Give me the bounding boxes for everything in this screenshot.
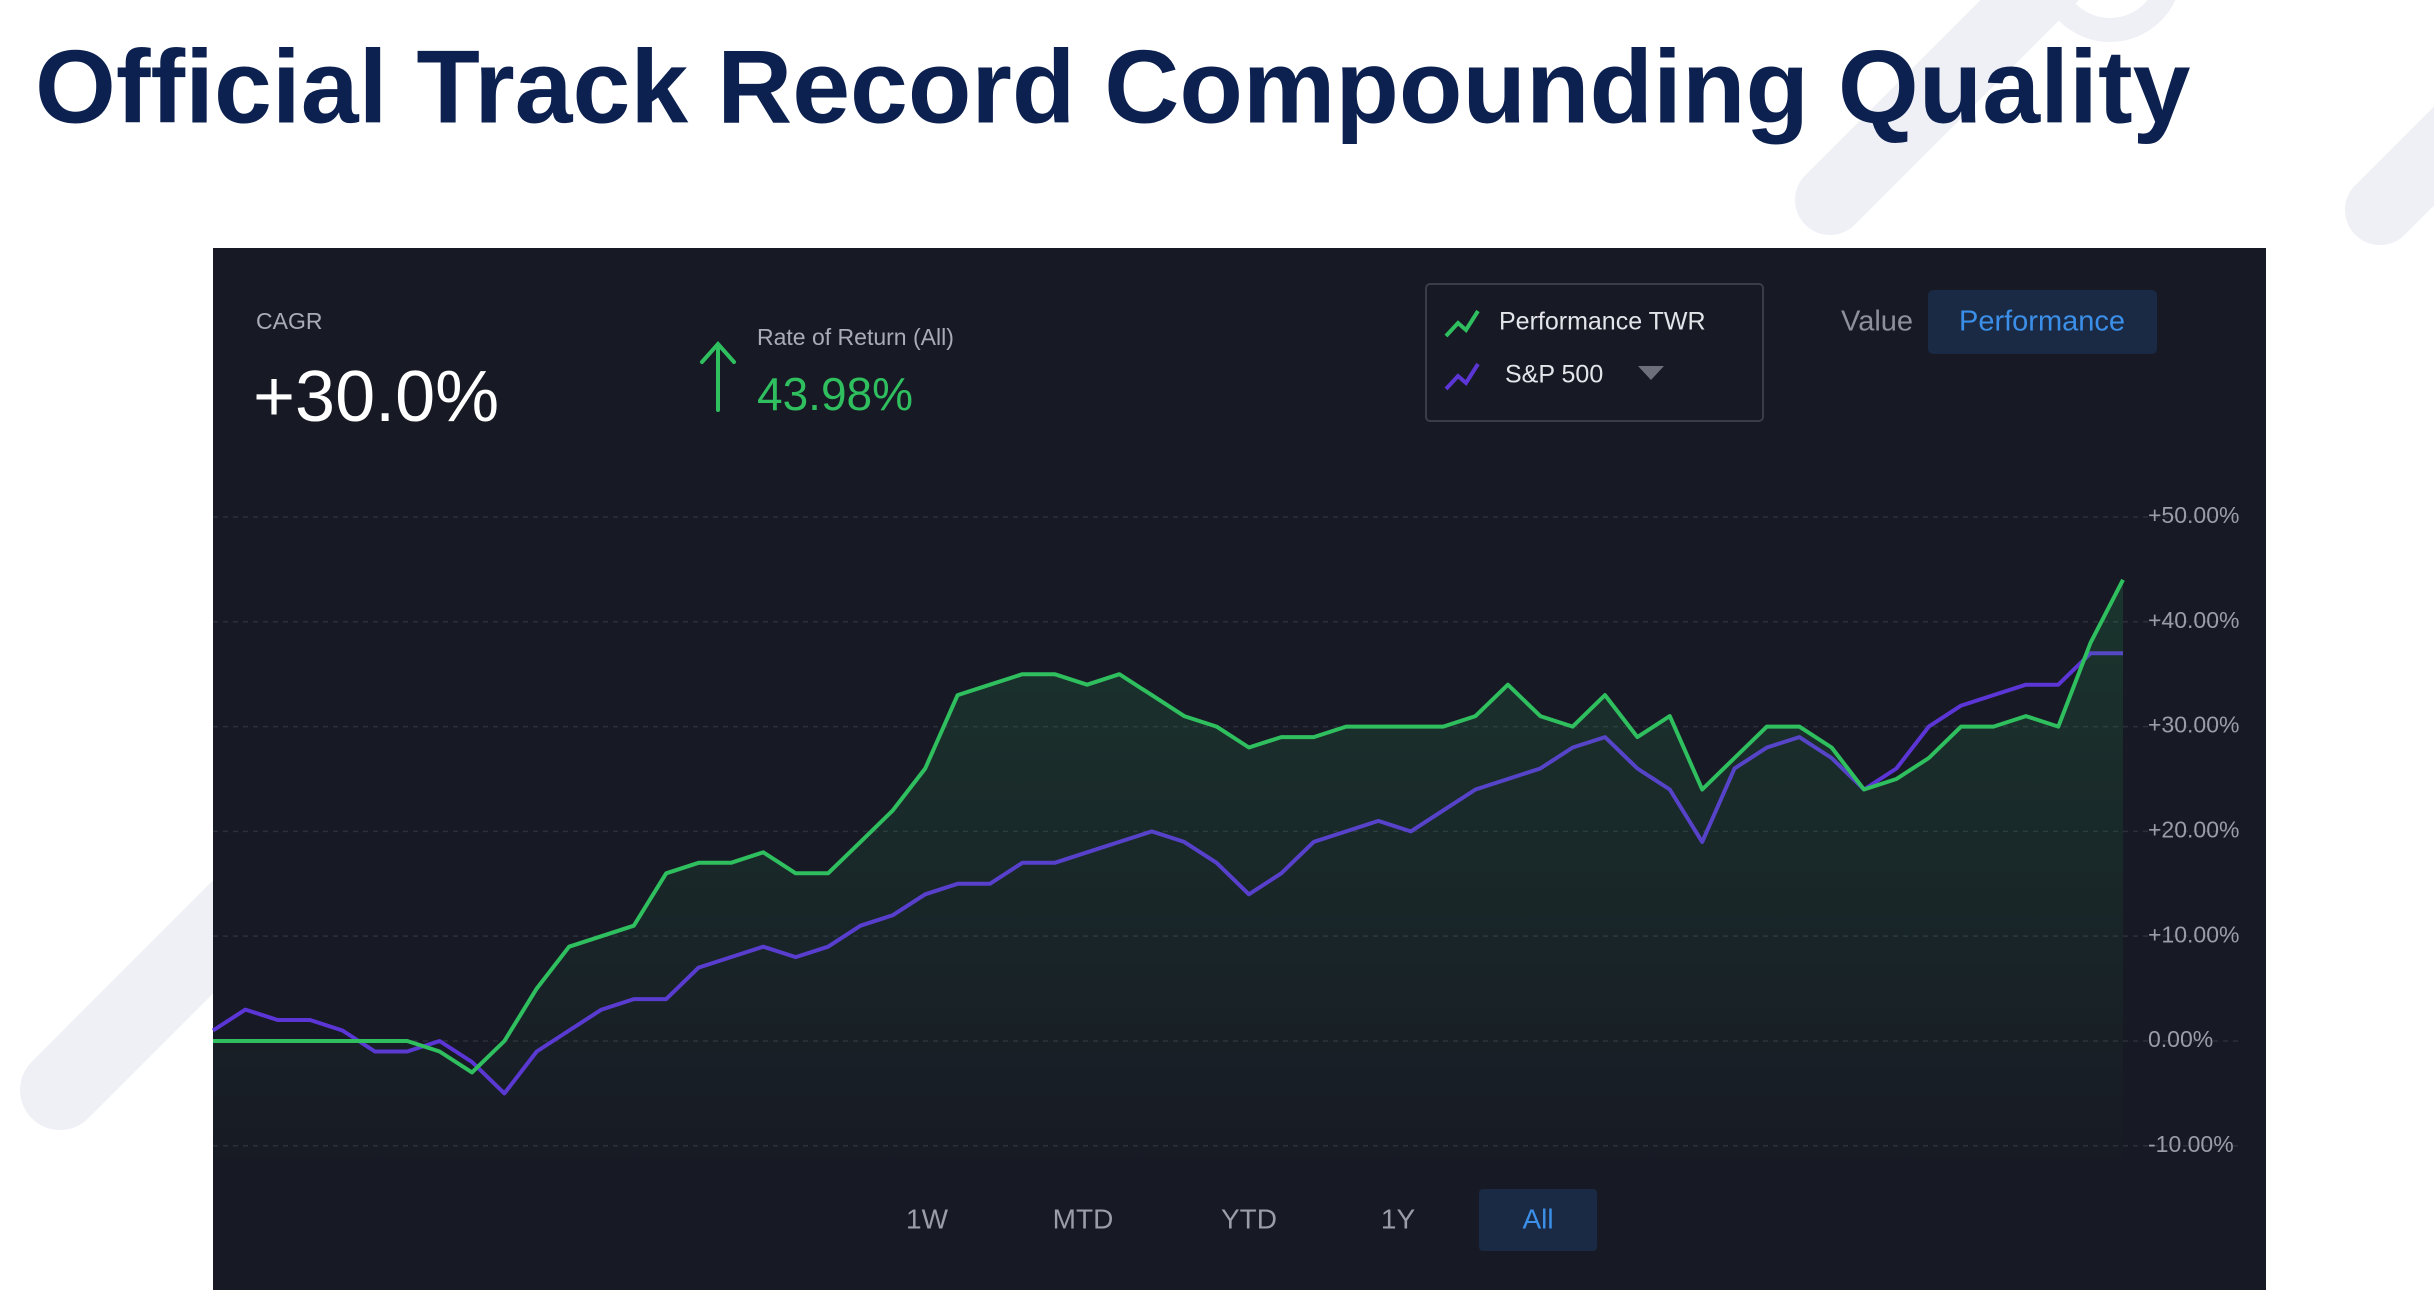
tab-button[interactable]: Performance xyxy=(1959,306,2125,338)
up-arrow xyxy=(700,340,736,412)
legend-icon xyxy=(1444,362,1480,391)
return-value: 43.98% xyxy=(757,368,913,420)
area xyxy=(213,579,2123,1172)
range-button[interactable]: 1Y xyxy=(1381,1203,1416,1234)
range-button[interactable]: 1W xyxy=(906,1203,949,1234)
cagr-value: +30.0% xyxy=(253,357,499,437)
y-tick-label: +30.00% xyxy=(2148,712,2239,738)
tab-button-bg[interactable] xyxy=(1928,290,2157,354)
y-tick-label: +20.00% xyxy=(2148,816,2239,842)
line xyxy=(213,578,2125,1075)
cagr-label: CAGR xyxy=(256,308,322,334)
return-label: Rate of Return (All) xyxy=(757,324,954,350)
range-button-bg[interactable] xyxy=(1479,1189,1597,1251)
tab-button[interactable]: Value xyxy=(1841,306,1913,338)
y-tick-label: +50.00% xyxy=(2148,502,2239,528)
y-tick-label: +40.00% xyxy=(2148,607,2239,633)
legend-label[interactable]: Performance TWR xyxy=(1499,308,1706,336)
range-button[interactable]: All xyxy=(1522,1203,1553,1234)
legend-icon xyxy=(1444,309,1480,338)
legend-label[interactable]: S&P 500 xyxy=(1505,361,1603,389)
y-tick-label: 0.00% xyxy=(2148,1026,2213,1052)
legend-dropdown[interactable] xyxy=(1638,366,1664,380)
y-tick-label: +10.00% xyxy=(2148,921,2239,947)
legend-box xyxy=(1425,283,1764,422)
y-tick-label: -10.00% xyxy=(2148,1131,2234,1157)
slide-title: Official Track Record Compounding Qualit… xyxy=(35,29,2191,145)
range-button[interactable]: YTD xyxy=(1221,1203,1277,1234)
range-button[interactable]: MTD xyxy=(1053,1203,1114,1234)
